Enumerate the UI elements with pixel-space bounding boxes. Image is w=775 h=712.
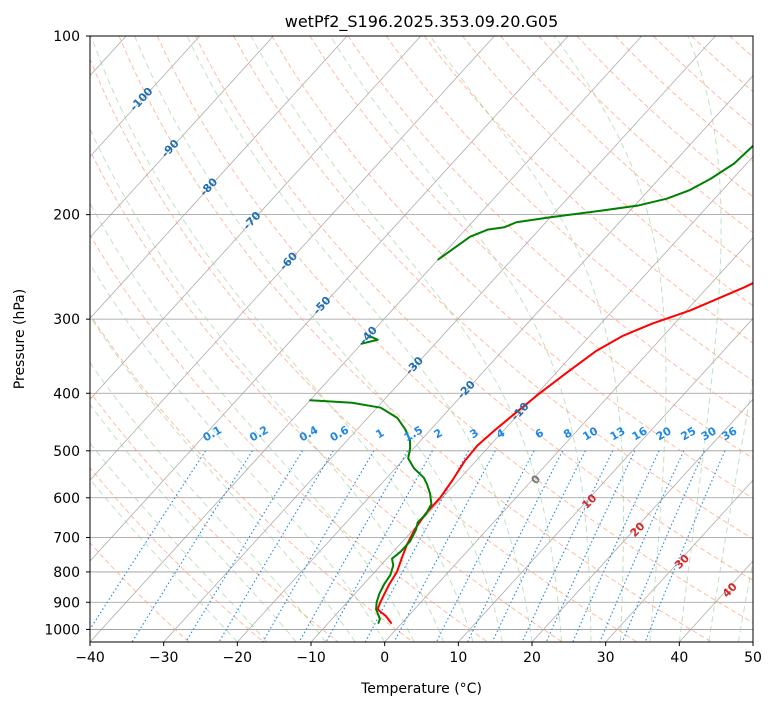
moist-adiabat xyxy=(90,403,297,642)
dry-adiabat xyxy=(90,149,563,642)
dry-adiabat xyxy=(194,36,753,582)
isotherm-line xyxy=(90,36,569,562)
dry-adiabat xyxy=(423,36,753,344)
plot-frame xyxy=(89,35,754,643)
y-tick-label: 800 xyxy=(53,565,80,581)
moist-adiabat xyxy=(737,559,753,642)
y-tick-label: 100 xyxy=(53,29,80,45)
moist-adiabat xyxy=(329,36,592,642)
moist-adiabat xyxy=(554,36,667,642)
dry-adiabat xyxy=(90,57,638,642)
isotherm-line xyxy=(90,36,274,239)
dry-adiabat xyxy=(90,466,264,642)
x-tick-label: 20 xyxy=(523,650,541,666)
temperature-profile xyxy=(376,282,753,624)
y-tick-label: 500 xyxy=(53,444,80,460)
chart-title: wetPf2_S196.2025.353.09.20.G05 xyxy=(285,12,559,32)
x-tick-label: 10 xyxy=(449,650,467,666)
y-tick-label: 900 xyxy=(53,595,80,611)
isotherm-line xyxy=(90,36,422,400)
moist-adiabat xyxy=(90,202,415,642)
mixing-ratio-line xyxy=(491,450,586,642)
dry-adiabat xyxy=(462,36,753,307)
mixing-ratio-line xyxy=(393,450,496,642)
y-tick-label: 700 xyxy=(53,531,80,547)
y-tick-label: 400 xyxy=(53,386,80,402)
dry-adiabat xyxy=(347,36,753,420)
moist-adiabat xyxy=(90,36,474,642)
moist-adiabat xyxy=(90,127,445,642)
moist-adiabat xyxy=(90,263,386,642)
dry-adiabat xyxy=(385,36,753,382)
isotherm-line xyxy=(90,36,201,158)
mixing-ratio-line xyxy=(325,450,433,642)
x-tick-label: 0 xyxy=(380,650,389,666)
moist-adiabat xyxy=(429,36,625,642)
moist-adiabat xyxy=(134,36,504,642)
dry-adiabat xyxy=(309,36,753,460)
dewpoint-profile xyxy=(437,144,753,261)
mixing-ratio-line xyxy=(521,450,614,642)
mixing-ratio-line xyxy=(467,450,564,642)
isotherm-line xyxy=(90,36,348,319)
isotherm-line xyxy=(605,479,753,642)
moist-adiabat xyxy=(250,36,562,642)
dry-adiabat xyxy=(233,36,753,540)
isotherm-line xyxy=(531,398,753,642)
isotherm-line xyxy=(90,36,643,642)
x-axis-label: Temperature (°C) xyxy=(360,681,482,697)
mixing-ratio-line xyxy=(364,450,470,642)
y-axis-label: Pressure (hPa) xyxy=(12,289,28,389)
x-tick-label: −20 xyxy=(223,650,253,666)
mixing-ratio-line xyxy=(545,450,636,642)
axes: −40 −30 −20 −10 0 10 20 30 40 50 1000 900 800 700 600 5… xyxy=(44,29,762,666)
moist-adiabat xyxy=(90,361,327,642)
isotherm-line xyxy=(384,236,753,642)
dewpoint-profile xyxy=(309,399,433,624)
x-tick-label: 30 xyxy=(597,650,615,666)
moist-adiabat xyxy=(90,315,356,642)
x-tick-label: 40 xyxy=(670,650,688,666)
plot-area xyxy=(90,36,753,642)
dry-adiabat xyxy=(90,313,414,642)
dry-adiabat xyxy=(118,36,712,642)
dry-adiabat xyxy=(271,36,753,499)
x-tick-label: −40 xyxy=(75,650,105,666)
dewpoint-profile xyxy=(360,334,379,345)
isotherm-line xyxy=(237,75,753,642)
dry-adiabat xyxy=(156,36,753,624)
isotherm-line xyxy=(90,36,495,481)
isotherm-line xyxy=(163,36,716,642)
x-tick-label: −10 xyxy=(296,650,326,666)
moist-adiabat xyxy=(678,36,722,642)
mixing-ratio-line xyxy=(435,450,535,642)
x-tick-label: −30 xyxy=(149,650,179,666)
y-tick-label: 600 xyxy=(53,491,80,507)
y-tick-label: 200 xyxy=(53,208,80,224)
moist-adiabat xyxy=(708,378,753,642)
mixing-ratio-line xyxy=(185,450,303,642)
isotherm-line xyxy=(458,317,753,642)
moist-adiabat xyxy=(186,36,533,642)
y-tick-label: 300 xyxy=(53,312,80,328)
x-tick-label: 50 xyxy=(744,650,762,666)
mixing-ratio-line xyxy=(298,450,409,642)
y-tick-label: 1000 xyxy=(44,622,80,638)
mixing-ratio-line xyxy=(572,450,660,642)
